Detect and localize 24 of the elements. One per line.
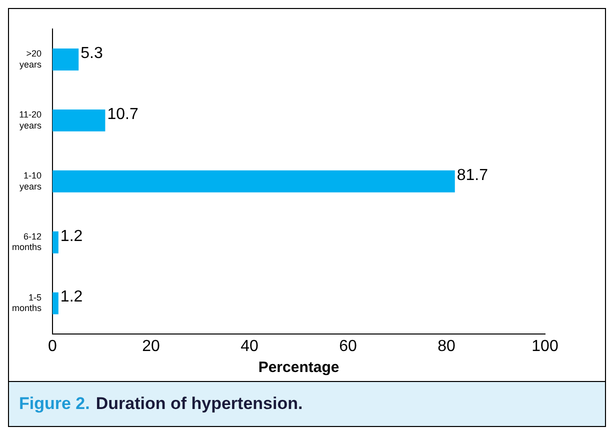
x-tick-label: 80 <box>438 338 456 355</box>
x-tick-label: 0 <box>48 338 58 355</box>
y-tick-label: 6-12 months <box>12 231 42 252</box>
caption: Figure 2. <box>19 394 90 413</box>
x-tick-label: 40 <box>240 338 259 355</box>
y-tick-label: 11-20 years <box>19 110 42 130</box>
bar <box>52 292 58 314</box>
bar <box>52 48 79 70</box>
x-tick-label: 60 <box>339 338 358 355</box>
data-label: 81.7 <box>456 166 488 184</box>
bar <box>52 170 455 192</box>
data-label: 1.2 <box>60 228 83 245</box>
y-tick-label: >20 years <box>20 48 42 70</box>
x-tick-label: 20 <box>142 338 160 355</box>
y-tick-label: 1-10 years <box>20 170 42 192</box>
text: Duration of hypertension. <box>96 394 303 413</box>
data-label: 10.7 <box>107 106 138 123</box>
bar <box>52 109 106 132</box>
data-label: 1.2 <box>60 288 83 306</box>
y-tick-label: 1-5 months <box>12 292 42 314</box>
bar <box>52 231 58 254</box>
x-axis-title: Percentage <box>258 359 340 376</box>
data-label: 5.3 <box>80 44 103 62</box>
x-tick-label: 100 <box>532 338 558 355</box>
